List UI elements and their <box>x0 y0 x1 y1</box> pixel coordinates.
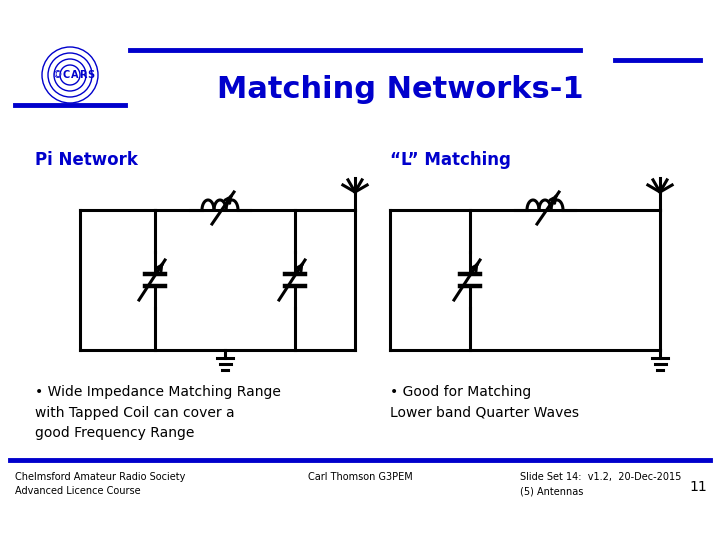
Text: “L” Matching: “L” Matching <box>390 151 511 169</box>
Text: • Good for Matching
Lower band Quarter Waves: • Good for Matching Lower band Quarter W… <box>390 385 579 420</box>
Text: Slide Set 14:  v1.2,  20-Dec-2015
(5) Antennas: Slide Set 14: v1.2, 20-Dec-2015 (5) Ante… <box>520 472 681 496</box>
Text: S: S <box>87 70 94 80</box>
Text: Chelmsford Amateur Radio Society
Advanced Licence Course: Chelmsford Amateur Radio Society Advance… <box>15 472 185 496</box>
Text: R: R <box>79 70 86 80</box>
Text: • Wide Impedance Matching Range
with Tapped Coil can cover a
good Frequency Rang: • Wide Impedance Matching Range with Tap… <box>35 385 281 440</box>
Text: Matching Networks-1: Matching Networks-1 <box>217 76 583 105</box>
Text: Carl Thomson G3PEM: Carl Thomson G3PEM <box>307 472 413 482</box>
Text: C: C <box>63 70 70 80</box>
Text: 11: 11 <box>689 480 707 494</box>
Text: ©: © <box>53 70 63 80</box>
Text: A: A <box>71 70 78 80</box>
Text: Pi Network: Pi Network <box>35 151 138 169</box>
